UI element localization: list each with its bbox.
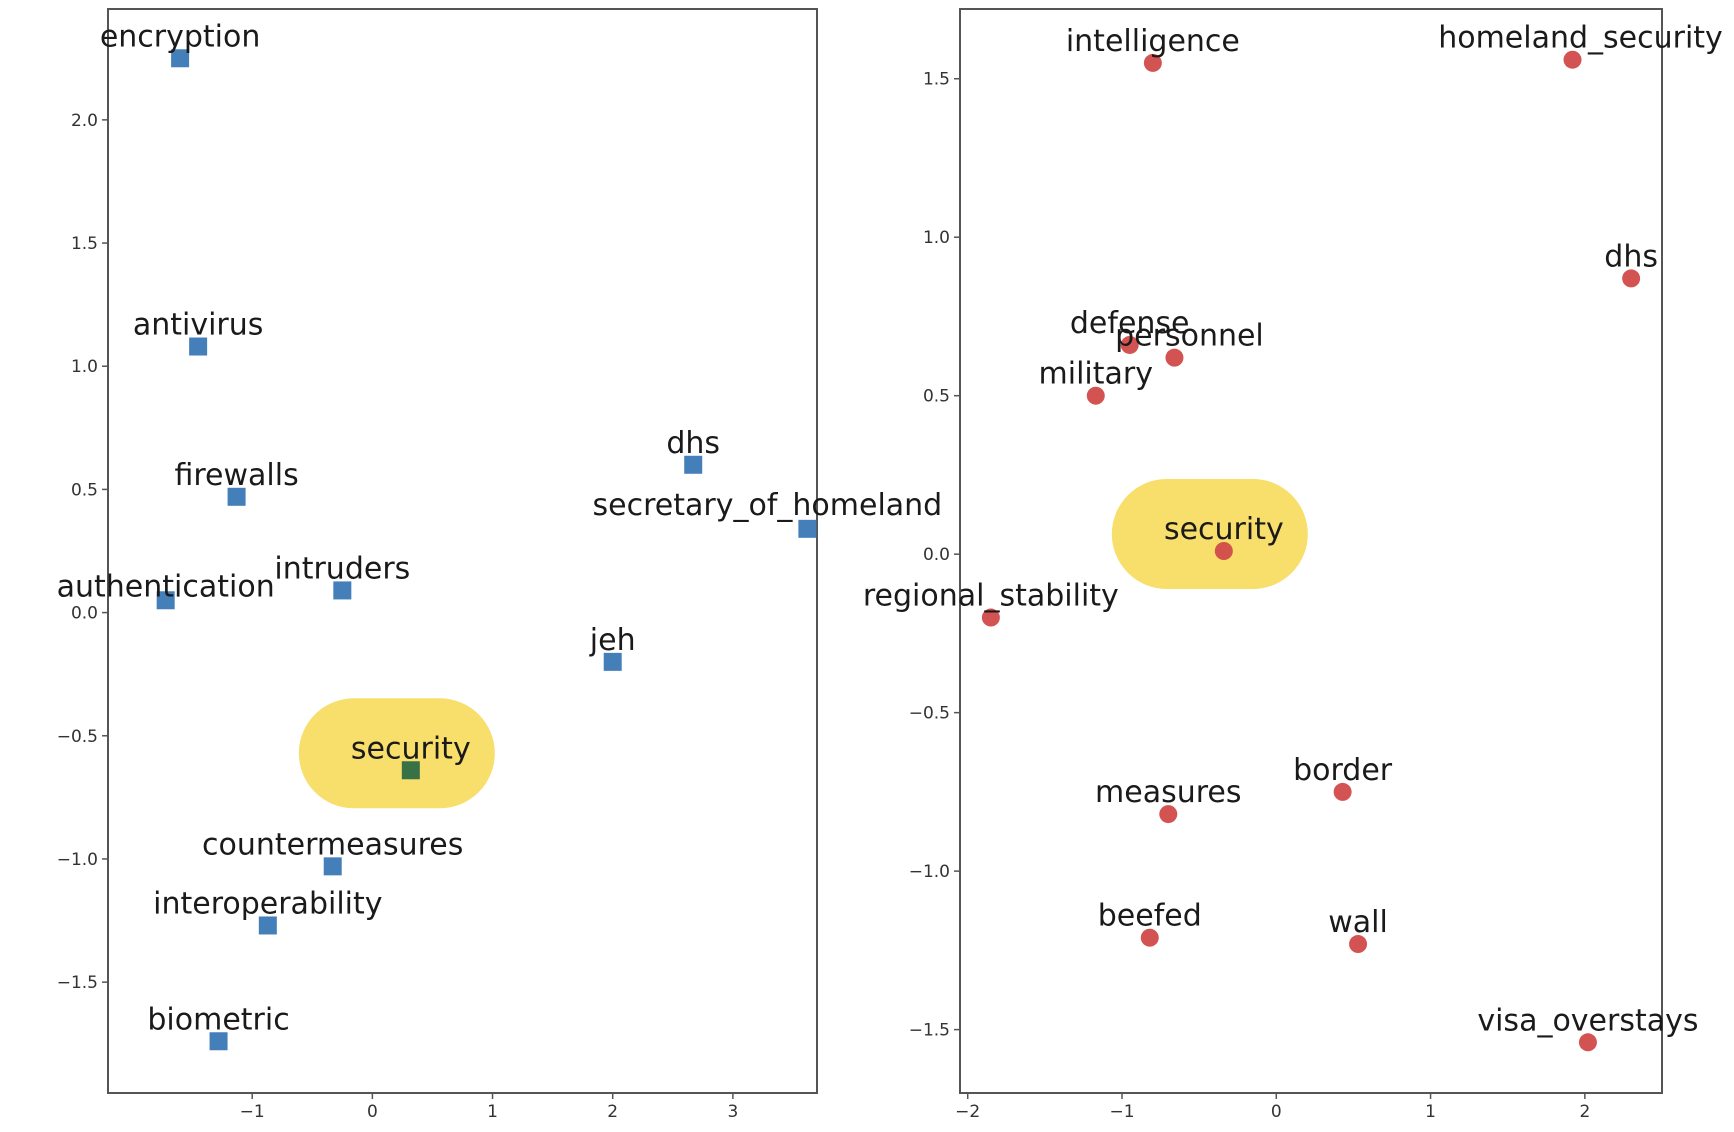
data-point-secretary_of_homeland <box>798 519 817 538</box>
data-point-authentication <box>156 591 175 610</box>
data-point-dhs <box>1622 269 1641 288</box>
data-point-dhs <box>684 455 703 474</box>
data-point-visa_overstays <box>1578 1033 1597 1052</box>
point-label-border: border <box>1293 753 1393 788</box>
y-tick-label: 1.5 <box>923 70 950 90</box>
x-tick-label: 2 <box>1579 1102 1590 1122</box>
data-point-personnel <box>1165 348 1184 367</box>
data-point-defense <box>1120 335 1139 354</box>
y-tick-label: 1.0 <box>923 228 950 248</box>
data-point-firewalls <box>227 487 246 506</box>
point-label-wall: wall <box>1328 905 1388 940</box>
point-label-defense: defense <box>1070 306 1190 341</box>
data-point-measures <box>1159 805 1178 824</box>
y-tick-label: 0.5 <box>923 387 950 407</box>
point-label-secretary_of_homeland: secretary_of_homeland <box>593 488 943 523</box>
point-label-encryption: encryption <box>100 19 261 54</box>
point-label-security: security <box>1164 512 1284 547</box>
axes-frame <box>959 8 1663 1094</box>
y-tick-label: 0.0 <box>923 545 950 565</box>
x-tick-label: 0 <box>367 1102 378 1122</box>
point-label-countermeasures: countermeasures <box>202 827 463 862</box>
data-point-border <box>1333 782 1352 801</box>
data-point-military <box>1086 386 1105 405</box>
x-tick-label: 1 <box>1425 1102 1436 1122</box>
y-tick-label: −1.0 <box>909 862 950 882</box>
point-label-security: security <box>351 731 471 766</box>
point-label-intruders: intruders <box>274 551 410 586</box>
point-label-biometric: biometric <box>147 1002 289 1037</box>
axes-frame <box>107 8 818 1094</box>
data-point-security <box>1214 542 1233 560</box>
y-tick-label: 2.0 <box>71 111 98 131</box>
point-label-antivirus: antivirus <box>133 308 264 343</box>
y-tick-label: −0.5 <box>57 727 98 747</box>
point-label-measures: measures <box>1095 775 1241 810</box>
point-label-interoperability: interoperability <box>153 886 382 921</box>
focus-highlight <box>298 698 495 809</box>
focus-highlight <box>1111 479 1308 589</box>
x-tick-label: 3 <box>727 1102 738 1122</box>
data-point-security <box>401 761 420 780</box>
data-point-biometric <box>209 1032 228 1051</box>
data-point-wall <box>1349 935 1368 954</box>
data-point-jeh <box>603 652 622 671</box>
y-tick-label: 0.5 <box>71 480 98 500</box>
data-point-intelligence <box>1143 53 1162 72</box>
y-tick-label: 0.0 <box>71 604 98 624</box>
y-tick-label: −1.5 <box>57 973 98 993</box>
x-tick-label: −1 <box>240 1102 265 1122</box>
point-label-jeh: jeh <box>589 623 636 658</box>
data-point-antivirus <box>189 337 208 356</box>
x-tick-label: 0 <box>1271 1102 1282 1122</box>
y-tick-label: −1.5 <box>909 1021 950 1041</box>
point-label-dhs: dhs <box>666 426 720 461</box>
x-tick-label: −2 <box>955 1102 980 1122</box>
scatter-plot-right: −2 −1 0 1 2 −1.5 −1.0 −0.5 0.0 0.5 1.0 1.5 intellige… <box>863 8 1723 1122</box>
y-tick-label: 1.0 <box>71 357 98 377</box>
point-label-beefed: beefed <box>1098 899 1202 934</box>
point-label-dhs: dhs <box>1604 239 1658 274</box>
point-label-regional_stability: regional_stability <box>863 579 1119 614</box>
x-tick-label: 2 <box>607 1102 618 1122</box>
y-tick-label: 1.5 <box>71 234 98 254</box>
point-label-personnel: personnel <box>1115 319 1264 354</box>
data-point-regional_stability <box>981 608 1000 627</box>
point-label-homeland_security: homeland_security <box>1438 21 1723 56</box>
point-label-military: military <box>1039 357 1153 392</box>
data-point-interoperability <box>258 916 277 935</box>
data-point-encryption <box>171 49 190 68</box>
x-tick-label: 1 <box>487 1102 498 1122</box>
scatter-plot-left: −1 0 1 2 3 −1.5 −1.0 −0.5 0.0 0.5 1.0 1.5 2.0 encrypt… <box>57 8 943 1122</box>
data-point-homeland_security <box>1563 50 1582 69</box>
data-point-intruders <box>333 581 352 600</box>
data-point-beefed <box>1140 928 1159 947</box>
point-label-authentication: authentication <box>57 569 275 604</box>
point-label-firewalls: firewalls <box>174 458 298 493</box>
y-tick-label: −0.5 <box>909 704 950 724</box>
data-point-countermeasures <box>323 857 342 876</box>
point-label-intelligence: intelligence <box>1066 24 1240 59</box>
x-tick-label: −1 <box>1109 1102 1134 1122</box>
y-tick-label: −1.0 <box>57 850 98 870</box>
point-label-visa_overstays: visa_overstays <box>1477 1003 1698 1038</box>
